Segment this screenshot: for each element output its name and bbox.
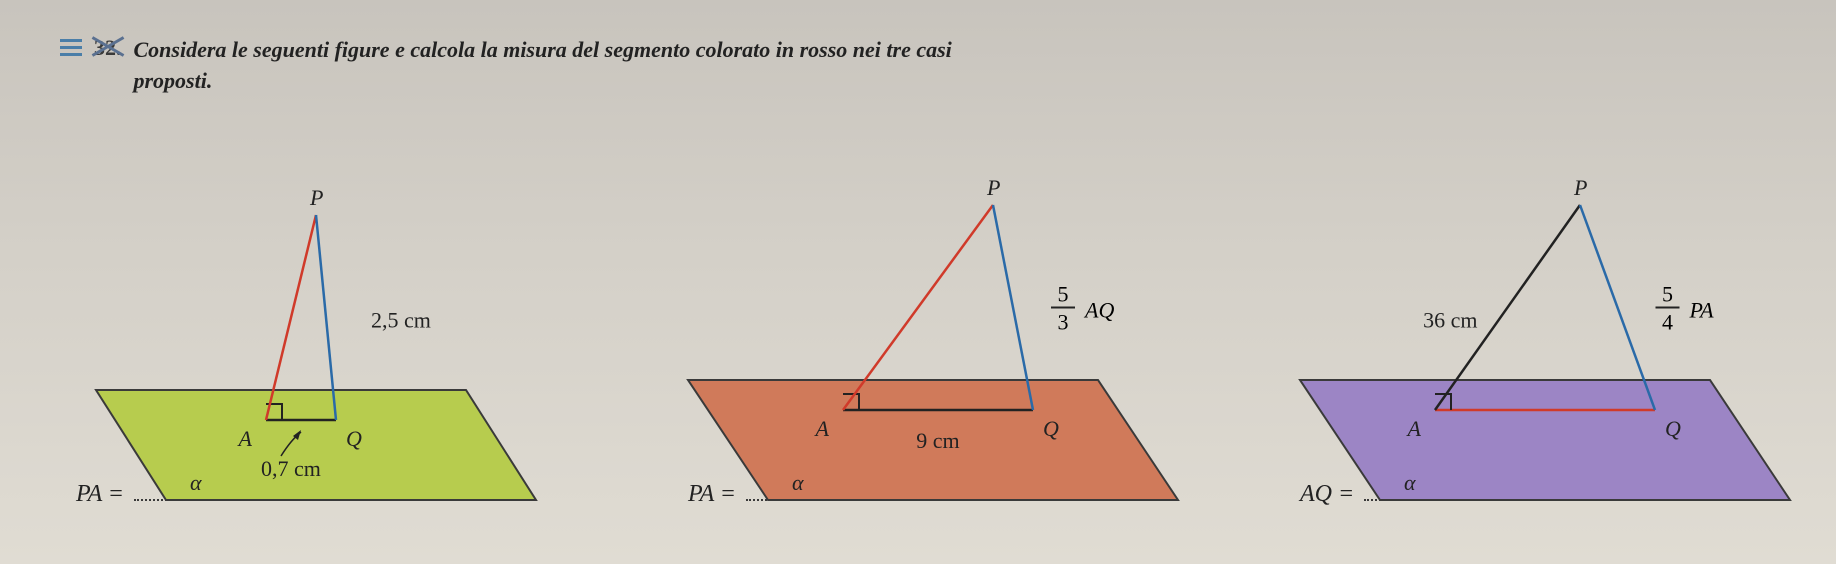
svg-text:AQ: AQ <box>1083 298 1114 323</box>
answer-blank: PA = <box>76 477 454 508</box>
menu-icon <box>60 39 82 56</box>
label-PQ-length: 2,5 cm <box>371 308 431 333</box>
svg-text:PA: PA <box>1689 298 1715 323</box>
label-A: A <box>814 416 830 441</box>
label-A: A <box>1406 416 1422 441</box>
answer-variable: PA = <box>76 481 124 508</box>
figure-svg: PAQα36 cm54PA <box>1240 120 1820 520</box>
answer-variable: PA = <box>688 481 736 508</box>
answer-dots <box>1364 477 1684 501</box>
label-P: P <box>1573 175 1587 200</box>
svg-text:4: 4 <box>1662 310 1673 335</box>
svg-text:5: 5 <box>1058 282 1069 307</box>
figures-row: PAQα0,7 cm2,5 cmPA = PAQα9 cm53AQPA = PA… <box>0 120 1836 520</box>
label-A: A <box>237 426 253 451</box>
figure-3: PAQα36 cm54PAAQ = <box>1240 120 1820 520</box>
label-AQ-length: 9 cm <box>916 428 959 453</box>
answer-blank: PA = <box>688 477 1066 508</box>
label-P: P <box>309 185 323 210</box>
answer-variable: AQ = <box>1300 481 1354 508</box>
figure-2: PAQα9 cm53AQPA = <box>628 120 1208 520</box>
svg-text:5: 5 <box>1662 282 1673 307</box>
svg-text:3: 3 <box>1058 310 1069 335</box>
problem-text: Considera le seguenti figure e calcola l… <box>134 35 952 97</box>
problem-line1: Considera le seguenti figure e calcola l… <box>134 37 952 62</box>
label-Q: Q <box>1665 416 1681 441</box>
label-PQ-fraction: 5 4 PA <box>1656 282 1715 335</box>
figure-svg: PAQα0,7 cm2,5 cm <box>16 120 596 520</box>
problem-number: 32. <box>94 35 122 61</box>
answer-blank: AQ = <box>1300 477 1684 508</box>
answer-dots <box>134 477 454 501</box>
label-Q: Q <box>346 426 362 451</box>
figure-1: PAQα0,7 cm2,5 cmPA = <box>16 120 596 520</box>
answer-dots <box>746 477 1066 501</box>
problem-line2: proposti. <box>134 66 952 97</box>
label-P: P <box>986 175 1000 200</box>
problem-header: 32. Considera le seguenti figure e calco… <box>60 35 1776 97</box>
label-PQ-fraction: 5 3 AQ <box>1051 282 1114 335</box>
label-Q: Q <box>1043 416 1059 441</box>
label-PA-length: 36 cm <box>1423 308 1477 333</box>
figure-svg: PAQα9 cm53AQ <box>628 120 1208 520</box>
